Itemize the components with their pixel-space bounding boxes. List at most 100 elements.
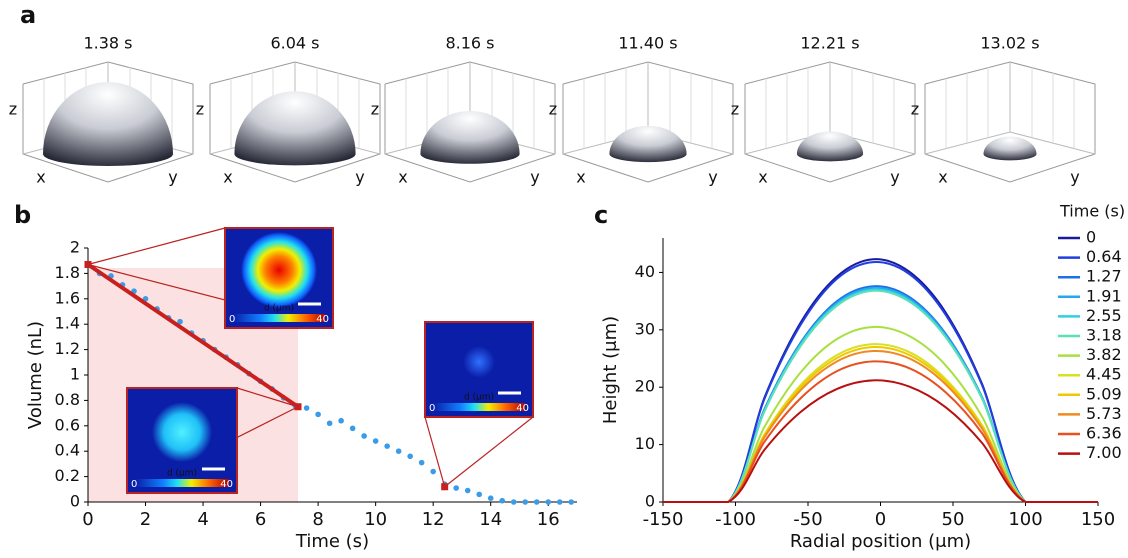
droplet <box>420 110 520 164</box>
data-point <box>372 438 379 444</box>
series-line <box>663 325 1098 504</box>
x-tick-label: 2 <box>140 509 151 530</box>
colorbar-tick: 40 <box>516 403 529 414</box>
panel-label: b <box>14 201 31 229</box>
x-tick-label: -150 <box>643 509 684 530</box>
series-line <box>663 346 1098 504</box>
data-point <box>177 318 183 325</box>
y-tick-label: 30 <box>635 319 655 338</box>
data-point <box>384 443 390 449</box>
legend-label: 7.00 <box>1086 443 1122 462</box>
legend-label: 5.73 <box>1086 404 1122 423</box>
y-tick-label: 0.8 <box>55 390 80 409</box>
axis-letter: z <box>731 100 739 119</box>
frame-title: 12.21 s <box>800 34 859 53</box>
frame: z x y <box>371 61 556 187</box>
callout <box>444 416 534 488</box>
y-tick-label: 1.4 <box>55 314 80 333</box>
data-point <box>487 495 494 501</box>
frame-title: 6.04 s <box>270 34 319 53</box>
axis-letter: z <box>911 100 919 119</box>
data-point <box>499 497 506 504</box>
box-edge <box>924 62 1096 155</box>
panel-c: 0 10 20 30 40 -150 -100 -50 0 50 100 150 Radial posi… <box>594 201 1125 552</box>
highlight-point <box>441 483 449 491</box>
droplet <box>234 91 356 166</box>
series-line <box>663 379 1098 504</box>
legend-label: 2.55 <box>1086 306 1122 325</box>
legend-label: 0 <box>1086 228 1096 247</box>
y-tick-label: 1.2 <box>55 339 80 358</box>
legend-label: 5.09 <box>1086 384 1122 403</box>
highlight-point <box>84 261 92 269</box>
frame: z x y <box>196 61 381 187</box>
axis-letter: x <box>938 168 947 187</box>
colorbar-tick: 0 <box>131 479 137 490</box>
axis-letter: x <box>398 168 407 187</box>
x-tick-label: 150 <box>1081 509 1115 530</box>
axis-letter: z <box>196 100 204 119</box>
x-tick-label: 100 <box>1008 509 1042 530</box>
callout <box>236 387 299 408</box>
panel-label: c <box>594 201 608 229</box>
data-point <box>315 411 321 418</box>
data-point <box>533 499 540 505</box>
x-axis-label: Radial position (μm) <box>790 531 971 552</box>
axis-letter: x <box>758 168 767 187</box>
legend-label: 1.91 <box>1086 286 1122 305</box>
colorbar <box>433 403 525 411</box>
data-point <box>349 425 356 432</box>
series-line <box>663 285 1098 504</box>
frame-title: 11.40 s <box>618 34 677 53</box>
y-tick-label: 40 <box>635 262 655 281</box>
y-axis-label: Volume (nL) <box>25 321 46 429</box>
inset-spot <box>463 345 495 378</box>
frame: z x y <box>731 61 916 187</box>
data-point <box>464 487 471 494</box>
y-tick-label: 0.2 <box>55 466 80 485</box>
data-point <box>395 448 402 455</box>
legend-title: Time (s) <box>1059 202 1125 221</box>
x-tick-label: 4 <box>197 509 208 530</box>
x-tick-label: 8 <box>312 509 323 530</box>
data-point <box>453 485 459 491</box>
series-line <box>663 360 1098 504</box>
data-point <box>361 433 367 439</box>
data-point <box>510 499 517 505</box>
colorbar <box>135 479 229 487</box>
axis-letter: x <box>223 168 232 187</box>
legend-label: 6.36 <box>1086 424 1122 443</box>
y-tick-label: 2 <box>70 238 80 257</box>
series-line <box>663 288 1098 504</box>
axis-letter: x <box>576 168 585 187</box>
axis-letter: y <box>1070 168 1079 187</box>
y-tick-label: 0.6 <box>55 415 80 434</box>
x-tick-label: 16 <box>537 509 560 530</box>
colorbar-label: d (μm) <box>464 393 494 403</box>
colorbar <box>233 314 325 322</box>
axis-letter: y <box>530 168 539 187</box>
legend-label: 3.82 <box>1086 345 1122 364</box>
frame-title: 8.16 s <box>445 34 494 53</box>
data-point <box>407 453 413 460</box>
droplet <box>609 125 687 163</box>
x-tick-label: -50 <box>793 509 822 530</box>
frame: z x y <box>9 61 194 187</box>
data-point <box>326 420 333 427</box>
y-tick-label: 1.6 <box>55 288 80 307</box>
axis-letter: x <box>36 168 45 187</box>
frame-title: 1.38 s <box>83 34 132 53</box>
fit-line <box>86 262 300 409</box>
x-tick-label: 14 <box>479 509 502 530</box>
colorbar-tick: 0 <box>429 403 435 414</box>
droplet <box>983 136 1037 161</box>
series-line <box>663 343 1098 504</box>
x-tick-label: 0 <box>875 509 886 530</box>
y-tick-label: 1 <box>70 365 80 384</box>
legend-label: 3.18 <box>1086 326 1122 345</box>
series-line <box>663 289 1098 504</box>
legend-label: 0.64 <box>1086 247 1122 266</box>
y-tick-label: 1.8 <box>55 263 80 282</box>
colorbar-label: d (μm) <box>264 304 294 314</box>
data-point <box>556 499 563 505</box>
